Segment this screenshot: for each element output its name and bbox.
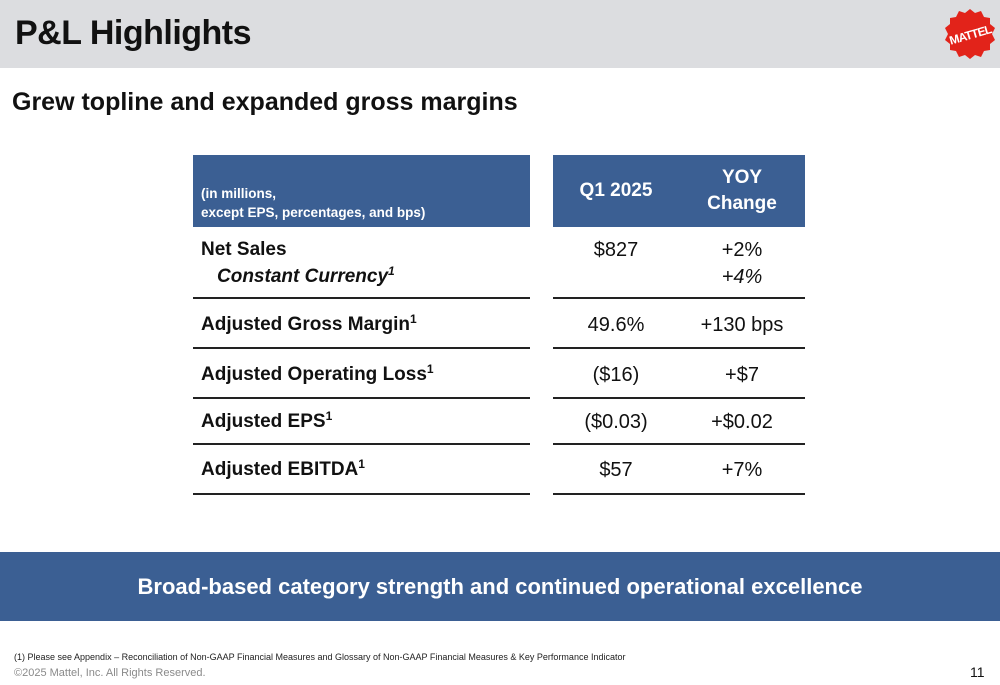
page-number: 11 [970, 664, 985, 680]
row-divider [553, 397, 805, 399]
row-divider [553, 443, 805, 445]
row-label-adjusted-operating-loss: Adjusted Operating Loss1 [201, 362, 434, 385]
value-gross-margin-q1: 49.6% [587, 314, 645, 336]
subtitle: Grew topline and expanded gross margins [12, 88, 518, 116]
row-label-adjusted-gross-margin: Adjusted Gross Margin1 [201, 312, 417, 335]
row-divider [553, 297, 805, 299]
value-constant-currency-yoy: +4% [721, 266, 763, 288]
value-operating-loss-q1: ($16) [592, 364, 640, 386]
yoy-line-2: Change [707, 193, 777, 214]
header-bar [0, 0, 1000, 68]
value-net-sales-yoy: +2% [721, 239, 763, 261]
row-label-constant-currency: Constant Currency1 [217, 264, 395, 287]
highlight-banner-text: Broad-based category strength and contin… [137, 574, 863, 599]
page-title: P&L Highlights [15, 14, 252, 52]
row-label-adjusted-ebitda: Adjusted EBITDA1 [201, 457, 365, 480]
row-label-net-sales: Net Sales [201, 239, 287, 260]
value-ebitda-q1: $57 [599, 459, 633, 481]
row-divider [193, 297, 530, 299]
value-gross-margin-yoy: +130 bps [700, 314, 784, 336]
value-eps-yoy: +$0.02 [711, 411, 773, 433]
row-divider [193, 493, 530, 495]
value-operating-loss-yoy: +$7 [725, 364, 759, 386]
mattel-logo: MATTEL [945, 9, 995, 59]
row-divider [553, 493, 805, 495]
row-divider [193, 443, 530, 445]
units-line-2: except EPS, percentages, and bps) [201, 205, 426, 220]
row-label-adjusted-eps: Adjusted EPS1 [201, 409, 333, 432]
footnote: (1) Please see Appendix – Reconciliation… [14, 652, 626, 662]
value-eps-q1: ($0.03) [584, 411, 648, 433]
value-net-sales-q1: $827 [593, 239, 639, 261]
column-header-q1-2025: Q1 2025 [579, 180, 653, 201]
row-divider [193, 397, 530, 399]
units-note: (in millions, except EPS, percentages, a… [201, 184, 425, 222]
table-header-right [553, 155, 805, 227]
table-header-left [193, 155, 530, 227]
units-line-1: (in millions, [201, 186, 277, 201]
column-header-yoy-change: YOY Change [679, 165, 805, 217]
copyright: ©2025 Mattel, Inc. All Rights Reserved. [14, 667, 206, 679]
highlight-banner [0, 552, 1000, 621]
value-ebitda-yoy: +7% [721, 459, 763, 481]
row-divider [193, 347, 530, 349]
row-divider [553, 347, 805, 349]
yoy-line-1: YOY [721, 167, 763, 188]
